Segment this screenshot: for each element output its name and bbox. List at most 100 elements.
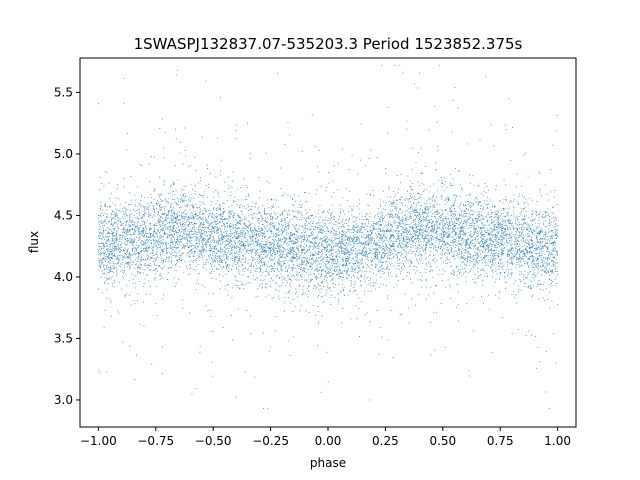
data-point	[547, 242, 548, 244]
data-point	[515, 294, 517, 296]
data-point	[188, 246, 190, 248]
data-point	[485, 192, 487, 194]
data-point	[400, 245, 402, 246]
data-point	[236, 227, 238, 229]
data-point	[122, 229, 124, 231]
data-point	[169, 246, 171, 248]
data-point	[298, 266, 300, 268]
data-points	[97, 64, 559, 409]
data-point	[216, 230, 218, 232]
data-point	[135, 250, 137, 252]
data-point	[247, 193, 249, 195]
data-point	[523, 196, 525, 198]
data-point	[288, 209, 290, 211]
data-point	[114, 211, 115, 213]
data-point	[318, 261, 320, 263]
data-point	[280, 254, 281, 256]
data-point	[412, 210, 414, 212]
data-point	[456, 218, 458, 220]
data-point	[380, 212, 382, 214]
data-point	[213, 240, 215, 241]
data-point	[204, 261, 206, 263]
data-point	[318, 241, 320, 243]
data-point	[468, 212, 470, 214]
data-point	[206, 240, 208, 242]
data-point	[298, 219, 300, 221]
data-point	[470, 205, 472, 206]
data-point	[492, 269, 493, 271]
data-point	[127, 228, 129, 230]
data-point	[443, 225, 445, 227]
data-point	[488, 233, 490, 235]
data-point	[366, 251, 367, 253]
data-point	[254, 238, 256, 240]
data-point	[426, 247, 427, 249]
data-point	[506, 249, 508, 251]
data-point	[231, 246, 233, 248]
data-point	[202, 219, 204, 221]
data-point	[311, 241, 313, 243]
data-point	[117, 310, 119, 312]
data-point	[353, 231, 355, 233]
data-point	[464, 258, 466, 260]
data-point	[406, 128, 408, 130]
data-point	[100, 231, 101, 233]
data-point	[339, 276, 341, 278]
data-point	[451, 227, 453, 229]
data-point	[275, 233, 277, 235]
data-point	[200, 246, 202, 248]
data-point	[313, 259, 315, 261]
data-point	[442, 225, 444, 226]
data-point	[351, 239, 353, 241]
data-point	[243, 249, 244, 251]
data-point	[433, 292, 435, 294]
data-point	[498, 241, 500, 243]
data-point	[280, 238, 282, 240]
data-point	[323, 258, 324, 260]
data-point	[517, 291, 519, 293]
data-point	[411, 235, 413, 237]
data-point	[195, 282, 197, 284]
data-point	[177, 69, 178, 71]
data-point	[480, 259, 482, 261]
data-point	[137, 293, 139, 295]
data-point	[262, 286, 264, 288]
data-point	[224, 251, 226, 253]
data-point	[324, 210, 326, 212]
data-point	[182, 200, 183, 202]
data-point	[429, 226, 430, 228]
data-point	[165, 241, 167, 243]
data-point	[397, 255, 398, 257]
data-point	[542, 268, 544, 270]
data-point	[502, 227, 504, 229]
data-point	[406, 242, 408, 244]
data-point	[419, 216, 421, 217]
data-point	[280, 249, 282, 251]
data-point	[370, 194, 371, 196]
data-point	[417, 244, 419, 246]
data-point	[282, 212, 284, 214]
data-point	[345, 258, 347, 260]
data-point	[377, 257, 378, 259]
data-point	[493, 228, 495, 230]
data-point	[263, 257, 265, 259]
data-point	[99, 246, 101, 248]
data-point	[364, 215, 366, 217]
data-point	[424, 236, 426, 238]
data-point	[353, 262, 355, 264]
data-point	[464, 231, 466, 233]
data-point	[463, 203, 465, 205]
data-point	[492, 224, 494, 226]
data-point	[214, 259, 216, 261]
data-point	[337, 256, 339, 257]
data-point	[202, 239, 204, 241]
data-point	[208, 237, 210, 239]
data-point	[505, 230, 507, 232]
data-point	[287, 271, 289, 273]
data-point	[300, 235, 301, 237]
data-point	[154, 210, 155, 212]
data-point	[379, 234, 381, 236]
data-point	[173, 238, 175, 240]
data-point	[515, 227, 517, 229]
data-point	[177, 239, 179, 241]
